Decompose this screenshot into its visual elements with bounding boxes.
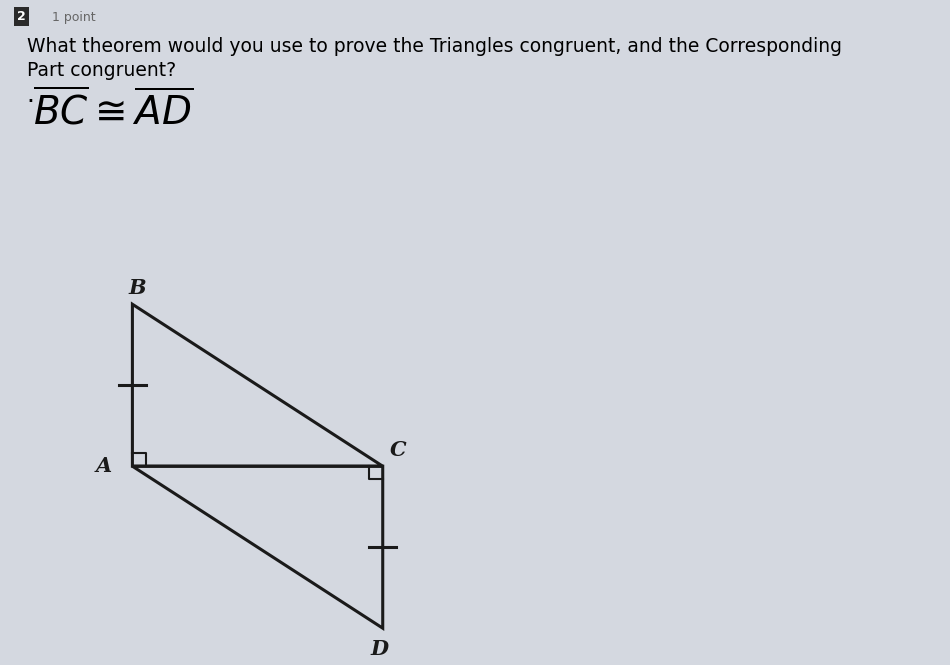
Text: B: B <box>128 279 146 299</box>
Text: C: C <box>390 440 407 460</box>
Text: 1 point: 1 point <box>52 11 96 25</box>
Text: A: A <box>96 456 112 476</box>
Text: What theorem would you use to prove the Triangles congruent, and the Correspondi: What theorem would you use to prove the … <box>27 37 842 56</box>
Text: ·: · <box>27 90 34 114</box>
Text: 2: 2 <box>17 10 26 23</box>
Text: $\mathit{\overline{BC} \cong \overline{AD}}$: $\mathit{\overline{BC} \cong \overline{A… <box>33 90 193 133</box>
Text: Part congruent?: Part congruent? <box>27 61 176 80</box>
Text: D: D <box>370 639 389 659</box>
